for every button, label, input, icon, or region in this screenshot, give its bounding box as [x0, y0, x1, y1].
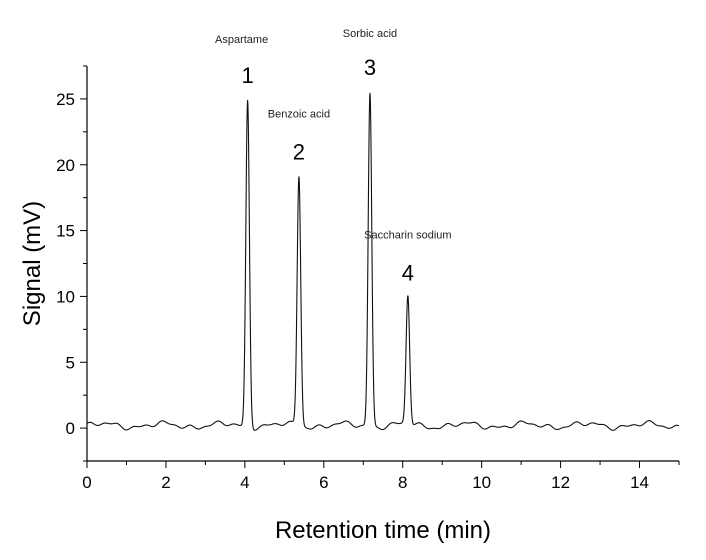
x-tick-label: 12 [551, 473, 570, 492]
x-tick-label: 2 [161, 473, 170, 492]
y-tick-label: 0 [66, 419, 75, 438]
peak-compound-label: Saccharin sodium [364, 229, 451, 241]
peak-compound-label: Sorbic acid [343, 28, 397, 40]
peak-number-label: 2 [293, 139, 305, 164]
y-axis: 0 5 10 15 20 25 Signal (mV) [19, 65, 88, 462]
peak-number-label: 1 [242, 63, 254, 88]
y-tick-label: 10 [56, 287, 75, 306]
peak-labels: 1 Aspartame 2 Benzoic acid 3 Sorbic acid 4 Sacc… [215, 28, 452, 285]
x-tick-label: 4 [240, 473, 249, 492]
x-tick-label: 10 [472, 473, 491, 492]
x-tick-label: 0 [82, 473, 91, 492]
y-tick-label: 5 [66, 353, 75, 372]
x-tick-label: 6 [319, 473, 328, 492]
y-axis-title: Signal (mV) [19, 201, 46, 326]
y-tick-label: 25 [56, 90, 75, 109]
y-ticks: 0 5 10 15 20 25 [56, 65, 87, 462]
x-ticks: 0 2 4 6 8 10 12 14 [82, 461, 680, 492]
signal-trace [86, 92, 680, 431]
y-tick-label: 15 [56, 222, 75, 241]
peak-number-label: 3 [364, 55, 376, 80]
y-tick-label: 20 [56, 156, 75, 175]
x-axis: 0 2 4 6 8 10 12 14 Retention time (min) [82, 460, 680, 544]
x-tick-label: 8 [398, 473, 407, 492]
x-axis-title: Retention time (min) [275, 517, 491, 544]
peak-compound-label: Benzoic acid [268, 108, 330, 120]
peak-number-label: 4 [402, 260, 414, 285]
x-tick-label: 14 [630, 473, 649, 492]
peak-compound-label: Aspartame [215, 34, 268, 46]
